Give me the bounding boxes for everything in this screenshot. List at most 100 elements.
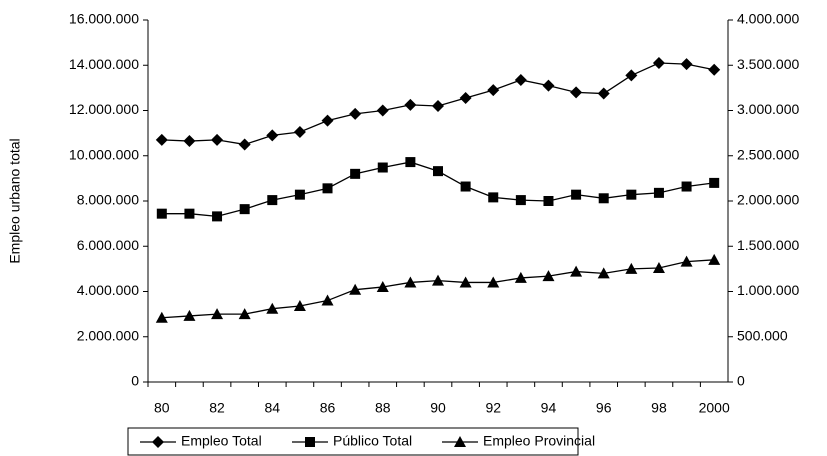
point [708,63,721,76]
y-axis-label: Empleo urbano total [7,138,23,263]
point [487,276,500,288]
y2-tick-label: 2.500.000 [737,146,799,162]
point [239,204,250,215]
point [653,187,664,198]
point [321,114,334,127]
point [514,271,527,283]
x-tick-label: 80 [154,400,170,416]
point [321,294,334,306]
point [460,181,471,192]
y-tick-label: 12.000.000 [69,101,139,117]
point [376,280,389,292]
point [680,255,693,267]
point [459,92,472,105]
point [459,276,472,288]
point [211,133,224,146]
point [183,309,196,321]
y2-tick-label: 1.500.000 [737,237,799,253]
point [350,168,361,179]
x-tick-label: 98 [651,400,667,416]
y2-tick-label: 500.000 [737,327,788,343]
point [184,208,195,219]
x-tick-label: 96 [596,400,612,416]
point [267,195,278,206]
x-tick-label: 88 [375,400,391,416]
y2-tick-label: 3.500.000 [737,56,799,72]
y2-tick-label: 1.000.000 [737,282,799,298]
y2-tick-label: 3.000.000 [737,101,799,117]
point [598,193,609,204]
y-tick-label: 4.000.000 [77,282,139,298]
point [322,183,333,194]
point [266,302,279,314]
point [597,267,610,279]
point [652,56,665,69]
point [625,262,638,274]
point [155,133,168,146]
point [432,274,444,286]
point [681,181,692,192]
y-tick-label: 2.000.000 [77,327,139,343]
point [708,253,721,265]
y-tick-label: 6.000.000 [77,237,139,253]
point [155,311,168,323]
point [212,211,223,222]
legend-label: Empleo Total [181,433,262,449]
point [349,283,362,295]
point [238,138,251,151]
y2-tick-label: 0 [737,373,745,389]
point [709,177,720,188]
x-tick-label: 94 [541,400,557,416]
y2-tick-label: 2.000.000 [737,192,799,208]
point [404,276,417,288]
point [405,157,416,168]
y-tick-label: 16.000.000 [69,11,139,27]
point [570,86,583,99]
point [376,104,389,117]
x-tick-label: 84 [264,400,280,416]
point [156,208,167,219]
point [404,98,417,111]
point [487,84,500,97]
point [652,261,665,273]
point [432,99,444,112]
point [294,189,305,200]
x-tick-label: 90 [430,400,446,416]
point [377,162,388,173]
point [349,107,362,120]
x-tick-label: 92 [485,400,501,416]
point [570,265,583,277]
point [625,69,638,82]
y2-tick-label: 4.000.000 [737,11,799,27]
point [571,189,582,200]
legend-box [127,427,579,456]
legend-label: Público Total [333,433,412,449]
point [293,299,306,311]
x-tick-label: 82 [209,400,225,416]
point [542,270,555,282]
point [680,58,693,71]
x-tick-label: 2000 [699,400,730,416]
y-tick-label: 10.000.000 [69,146,139,162]
point [542,79,555,92]
point [266,129,279,142]
point [293,125,306,138]
point [238,308,251,320]
legend-marker [305,437,315,447]
legend-marker [454,436,466,447]
y-tick-label: 14.000.000 [69,56,139,72]
y-tick-label: 8.000.000 [77,192,139,208]
point [183,135,196,148]
point [433,166,443,177]
point [626,189,637,200]
point [543,196,554,206]
x-tick-label: 86 [320,400,336,416]
y-tick-label: 0 [131,373,139,389]
point [488,192,499,203]
legend-label: Empleo Provincial [483,433,595,449]
legend-marker [152,436,164,448]
point [211,308,224,320]
point [514,73,527,86]
